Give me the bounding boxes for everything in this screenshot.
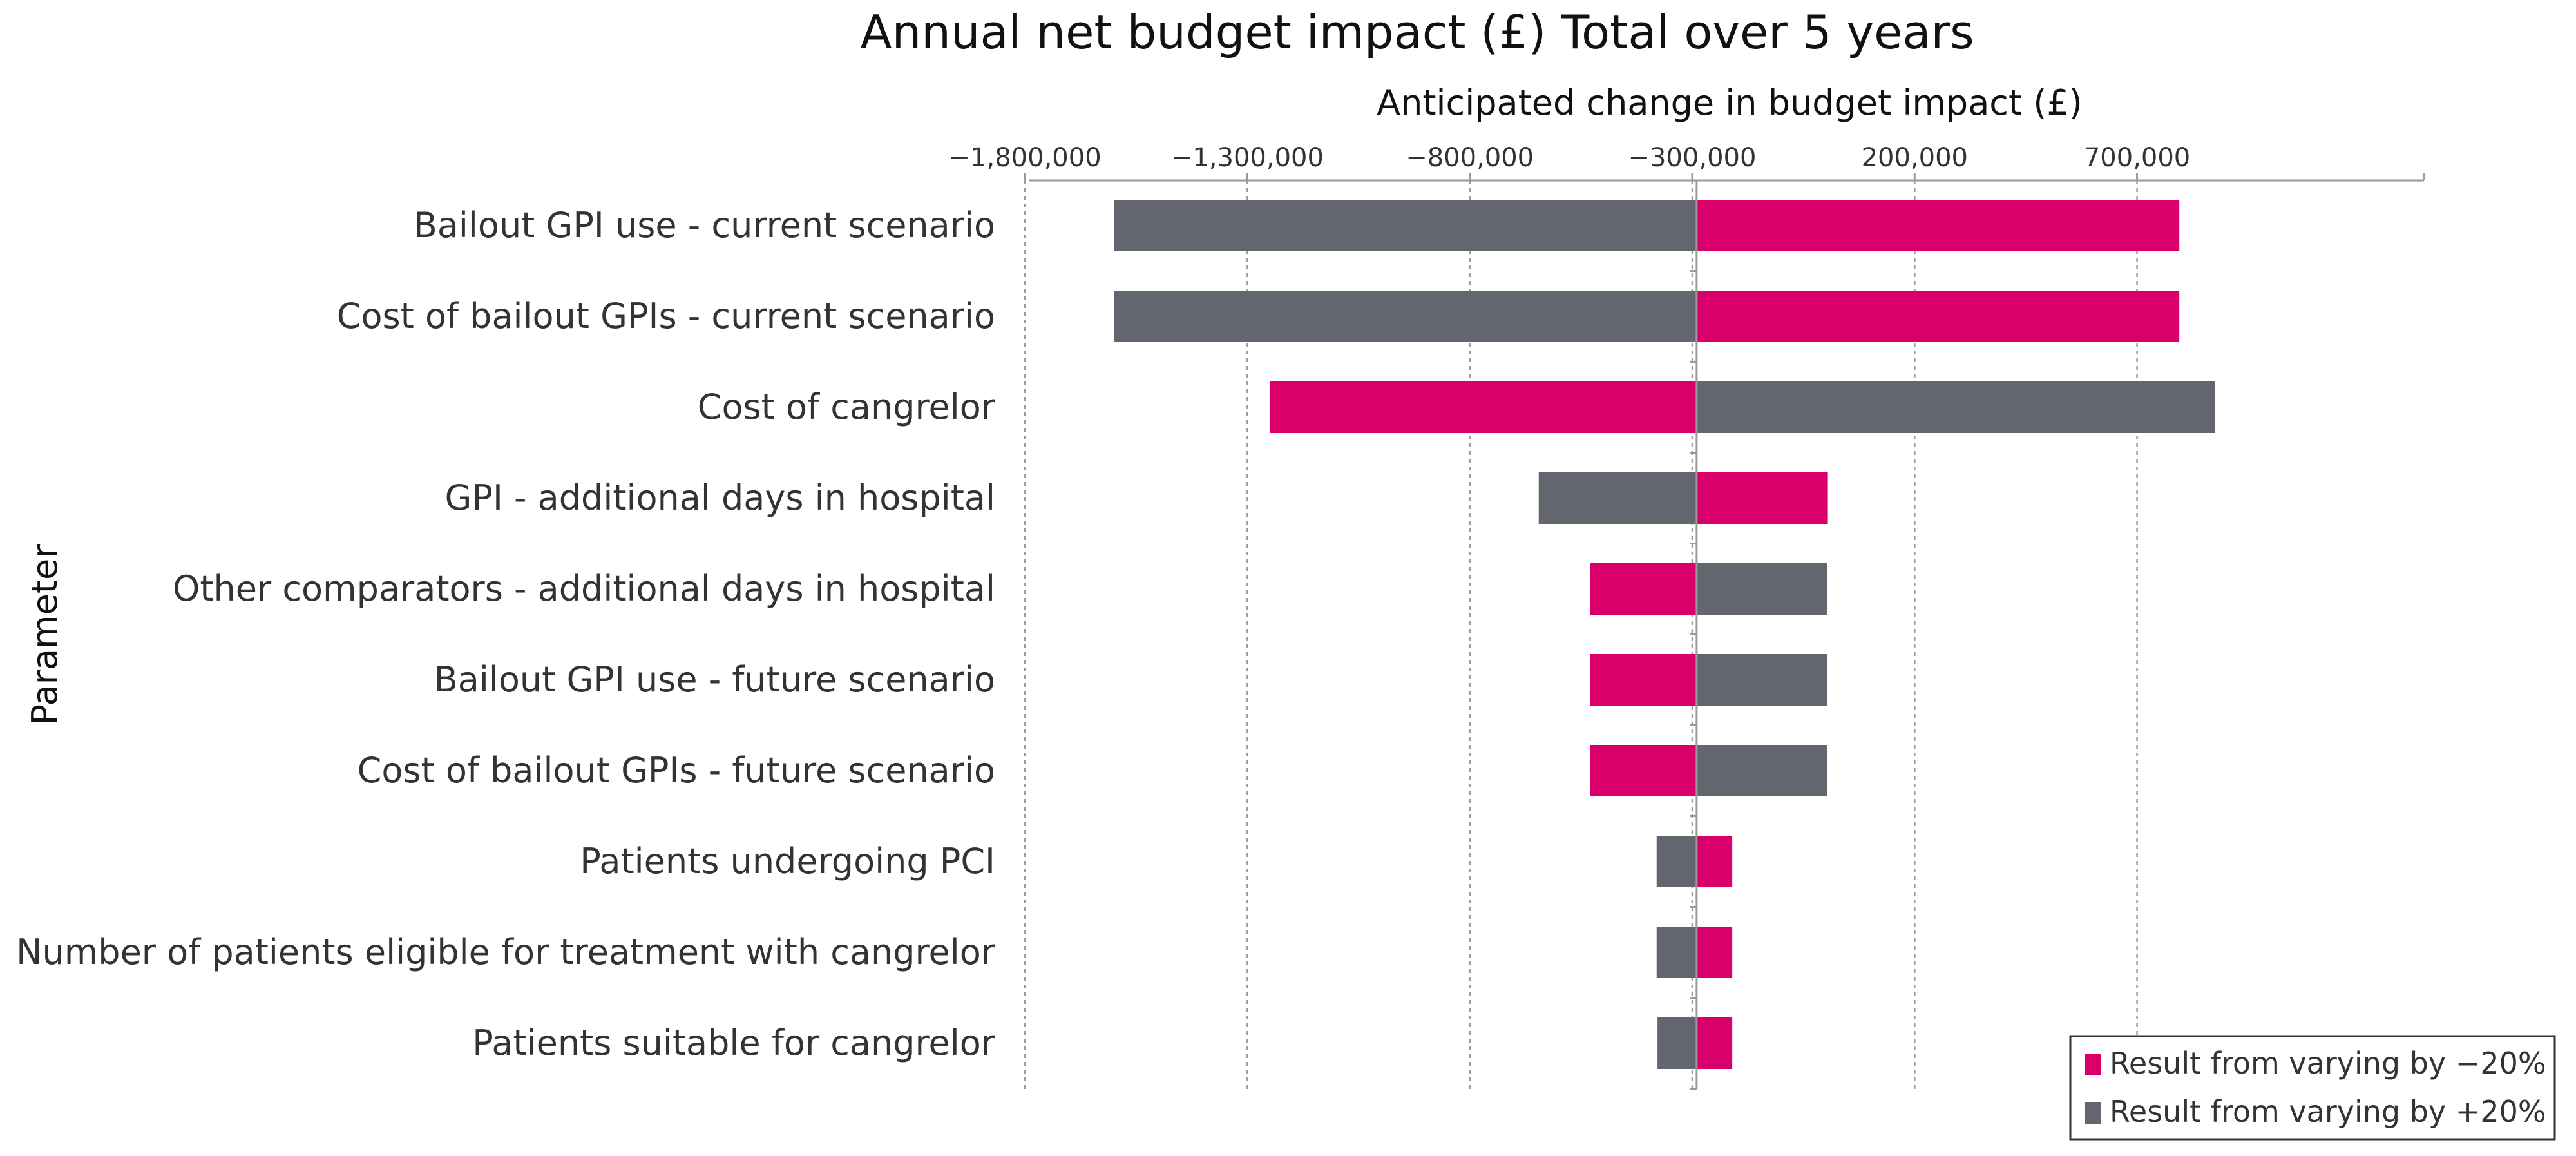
category-label: Patients undergoing PCI <box>580 841 995 881</box>
bar-plus-20-6 <box>1696 745 1827 796</box>
bar-minus-20-2 <box>1269 381 1697 433</box>
category-label: Bailout GPI use - future scenario <box>434 659 995 700</box>
bar-plus-20-3 <box>1538 472 1697 524</box>
x-tick-label: −800,000 <box>1406 143 1534 173</box>
bar-plus-20-0 <box>1114 200 1697 251</box>
category-label: Cost of cangrelor <box>698 387 996 427</box>
bar-plus-20-5 <box>1696 654 1827 706</box>
bar-minus-20-8 <box>1696 927 1733 978</box>
bars <box>1114 200 2215 1069</box>
category-labels: Bailout GPI use - current scenario Cost o… <box>16 205 996 1063</box>
y-axis-title: Parameter <box>24 544 65 726</box>
bar-minus-20-9 <box>1696 1017 1733 1069</box>
bar-minus-20-1 <box>1696 291 2180 342</box>
category-label: Other comparators - additional days in h… <box>173 568 995 609</box>
bar-plus-20-2 <box>1696 381 2215 433</box>
category-label: Number of patients eligible for treatmen… <box>16 932 996 972</box>
category-label: Cost of bailout GPIs - future scenario <box>358 750 995 791</box>
bar-minus-20-6 <box>1590 745 1697 796</box>
category-label: GPI - additional days in hospital <box>445 477 995 518</box>
bar-minus-20-5 <box>1590 654 1697 706</box>
x-tick-label: −300,000 <box>1628 143 1757 173</box>
bar-minus-20-4 <box>1590 563 1697 615</box>
legend-swatch-minus-20 <box>2085 1054 2101 1075</box>
category-label: Cost of bailout GPIs - current scenario <box>337 296 995 336</box>
legend-label-minus-20: Result from varying by −20% <box>2110 1046 2546 1081</box>
legend-box <box>2069 1035 2556 1141</box>
bar-minus-20-7 <box>1696 836 1733 887</box>
x-tick-label: 700,000 <box>2084 143 2190 173</box>
bar-plus-20-7 <box>1656 836 1697 887</box>
legend-label-plus-20: Result from varying by +20% <box>2110 1094 2546 1129</box>
bar-plus-20-8 <box>1656 927 1697 978</box>
legend: Result from varying by −20% Result from … <box>2069 1035 2556 1141</box>
bar-plus-20-1 <box>1114 291 1697 342</box>
bar-plus-20-9 <box>1657 1017 1697 1069</box>
x-tick-label: 200,000 <box>1862 143 1968 173</box>
x-tick-label: −1,800,000 <box>949 143 1102 173</box>
axes <box>1029 179 2424 1090</box>
bar-plus-20-4 <box>1696 563 1827 615</box>
category-label: Bailout GPI use - current scenario <box>414 205 995 246</box>
bar-minus-20-0 <box>1696 200 2180 251</box>
x-tick-label: −1,300,000 <box>1171 143 1324 173</box>
category-label: Patients suitable for cangrelor <box>472 1023 996 1063</box>
x-ticks: −1,800,000 −1,300,000 −800,000 −300,000 200,… <box>949 143 2425 180</box>
legend-swatch-plus-20 <box>2085 1102 2101 1124</box>
chart-title: Annual net budget impact (£) Total over … <box>860 5 1974 59</box>
x-axis-title: Anticipated change in budget impact (£) <box>1377 82 2083 123</box>
bar-minus-20-3 <box>1696 472 1828 524</box>
